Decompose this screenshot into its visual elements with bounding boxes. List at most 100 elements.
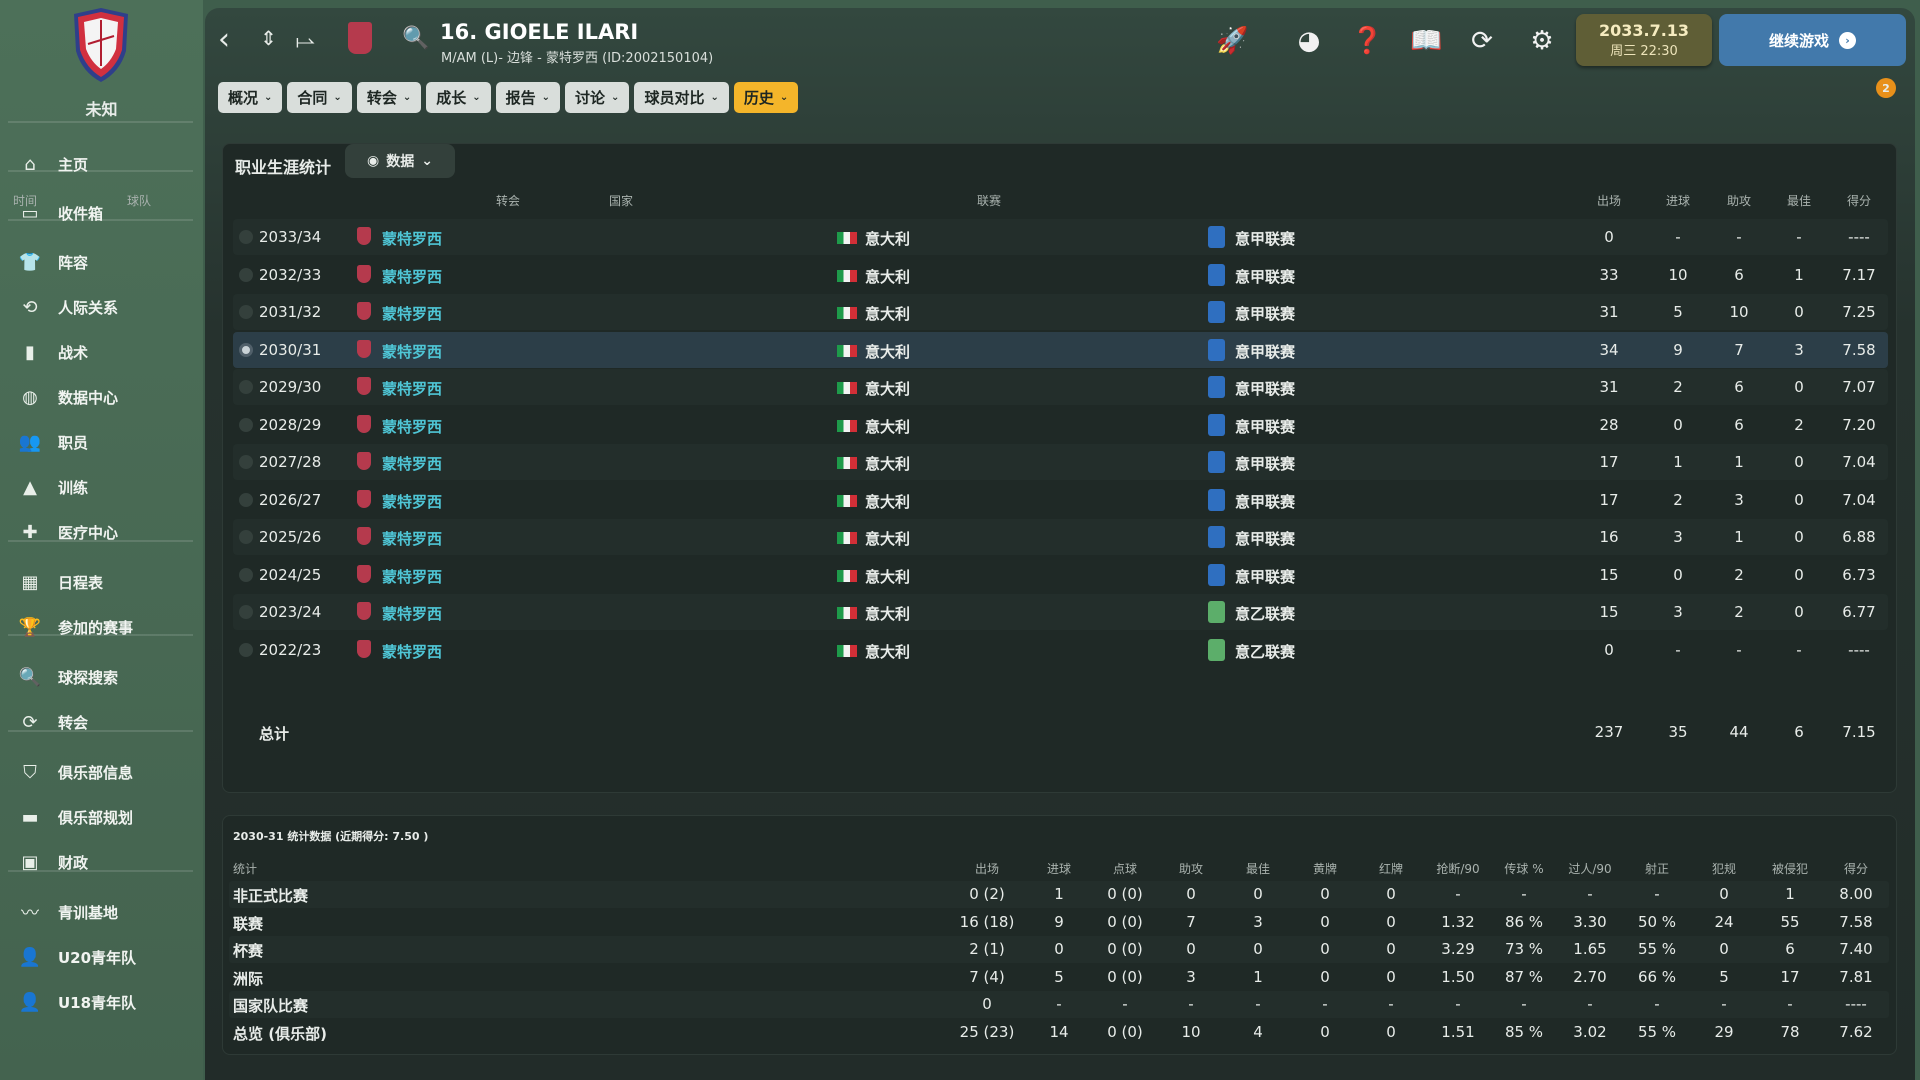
row-radio[interactable] [239,267,253,282]
country-cell[interactable]: 意大利 [865,530,911,548]
column-header[interactable]: 射正 [1644,862,1670,876]
column-header[interactable]: 进球 [1046,862,1072,876]
column-header[interactable]: 被侵犯 [1771,862,1809,876]
country-cell[interactable]: 意大利 [865,642,911,661]
column-header[interactable]: 抢断/90 [1436,862,1480,876]
team-link[interactable]: 蒙特罗西 [382,642,443,661]
league-cell[interactable]: 意甲联赛 [1235,342,1296,361]
table-row[interactable]: 2028/29 蒙特罗西 意大利 意甲联赛 28 0 6 2 7.20 [233,407,1888,443]
league-cell[interactable]: 意甲联赛 [1235,455,1296,473]
table-row[interactable]: 2031/32 蒙特罗西 意大利 意甲联赛 31 5 10 0 7.25 [233,294,1888,330]
column-header[interactable]: 最佳 [1245,862,1271,876]
view-dropdown[interactable]: ◉ 数据 ⌄ [345,144,455,178]
row-radio[interactable] [239,605,253,619]
table-row[interactable]: 2033/34 蒙特罗西 意大利 意甲联赛 0- - - ---- [233,219,1888,255]
league-cell[interactable]: 意甲联赛 [1235,380,1296,398]
search-icon[interactable]: 🔍 [402,26,430,51]
team-link[interactable]: 蒙特罗西 [382,605,443,623]
row-radio[interactable] [239,230,253,244]
tab-2[interactable]: 转会 ⌄ [356,82,422,113]
sidebar-item-7[interactable]: ▲ 训练 [0,467,200,507]
column-header[interactable]: 出场 [974,862,1000,876]
country-cell[interactable]: 意大利 [865,305,911,323]
team-link[interactable]: 蒙特罗西 [382,267,443,286]
table-row[interactable]: 2029/30 蒙特罗西 意大利 意甲联赛 31 2 6 0 7.07 [233,369,1888,405]
up-down-icon[interactable]: ⇕ [260,26,277,50]
row-radio[interactable] [239,530,253,544]
sidebar-item-1[interactable]: ▭ 收件箱 [0,193,200,233]
book-icon[interactable]: 📖 [1410,26,1443,56]
country-cell[interactable]: 意大利 [865,417,911,436]
sidebar-item-14[interactable]: ▬ 俱乐部规划 [0,797,200,837]
table-row[interactable]: 2027/28 蒙特罗西 意大利 意甲联赛 17 1 1 0 7.04 [233,444,1888,480]
sidebar-item-12[interactable]: ⟳ 转会 [0,702,200,742]
column-header[interactable]: 得分 [1846,194,1872,208]
team-link[interactable]: 蒙特罗西 [382,380,443,398]
column-header[interactable]: 助攻 [1178,862,1204,876]
country-cell[interactable]: 意大利 [865,492,911,511]
sidebar-item-8[interactable]: ✚ 医疗中心 [0,512,200,552]
table-row[interactable]: 2030/31 蒙特罗西 意大利 意甲联赛 34 9 7 3 7.58 [233,331,1888,368]
team-link[interactable]: 蒙特罗西 [382,492,443,511]
country-cell[interactable]: 意大利 [865,230,911,248]
help-icon[interactable]: ❓ [1351,26,1384,56]
column-header[interactable]: 黄牌 [1312,862,1338,876]
sidebar-item-0[interactable]: ⌂ 主页 [0,144,200,184]
team-link[interactable]: 蒙特罗西 [382,530,443,548]
sidebar-item-16[interactable]: 〰青训基地 [0,892,200,932]
country-cell[interactable]: 意大利 [865,567,911,586]
tab-6[interactable]: 球员对比 ⌄ [634,82,729,113]
league-cell[interactable]: 意甲联赛 [1235,267,1296,286]
forward-icon[interactable]: ⥛ [296,27,316,55]
row-radio[interactable] [239,492,253,507]
row-radio[interactable] [239,342,253,357]
table-row[interactable]: 2022/23 蒙特罗西 意大利 意乙联赛 0- - - ---- [233,632,1888,668]
country-cell[interactable]: 意大利 [865,342,911,361]
game-date[interactable]: 2033.7.13 周三 22:30 [1576,14,1712,66]
sidebar-item-11[interactable]: 🔍 球探搜索 [0,657,200,697]
table-row[interactable]: 2025/26 蒙特罗西 意大利 意甲联赛 16 3 1 0 6.88 [233,519,1888,555]
sidebar-item-13[interactable]: ⛉ 俱乐部信息 [0,752,200,792]
tab-4[interactable]: 报告 ⌄ [495,82,561,113]
column-header[interactable]: 球队 [127,194,152,208]
row-radio[interactable] [239,380,253,394]
sidebar-item-5[interactable]: ◍ 数据中心 [0,377,200,417]
column-header[interactable]: 过人/90 [1568,862,1612,876]
row-radio[interactable] [239,642,253,657]
sidebar-item-4[interactable]: ▮ 战术 [0,332,200,372]
rocket-icon[interactable]: 🚀 [1216,26,1249,56]
tab-1[interactable]: 合同 ⌄ [287,82,352,113]
settings-icon[interactable]: ⚙ [1530,26,1554,56]
sidebar-item-18[interactable]: 👤 U18青年队 [0,982,200,1022]
continue-button[interactable]: 继续游戏 › [1719,14,1906,66]
notification-badge[interactable]: 2 [1876,78,1896,98]
back-icon[interactable]: ‹ [218,22,230,57]
team-link[interactable]: 蒙特罗西 [382,455,443,473]
row-radio[interactable] [239,455,253,469]
column-header[interactable]: 国家 [609,194,634,208]
column-header[interactable]: 出场 [1596,194,1622,208]
column-header[interactable]: 犯规 [1711,862,1737,876]
column-header[interactable]: 点球 [1112,862,1138,876]
row-radio[interactable] [239,417,253,432]
column-header[interactable]: 传球 % [1504,862,1544,876]
column-header[interactable]: 时间 [13,194,38,208]
column-header[interactable]: 联赛 [977,194,1002,208]
tab-5[interactable]: 讨论 ⌄ [565,82,630,113]
country-cell[interactable]: 意大利 [865,605,911,623]
league-cell[interactable]: 意乙联赛 [1235,642,1296,661]
league-cell[interactable]: 意甲联赛 [1235,230,1296,248]
table-row[interactable]: 2026/27 蒙特罗西 意大利 意甲联赛 17 2 3 0 7.04 [233,482,1888,518]
row-radio[interactable] [239,305,253,319]
table-row[interactable]: 2032/33 蒙特罗西 意大利 意甲联赛 33 10 6 1 7.17 [233,257,1888,293]
sidebar-item-2[interactable]: 👕 阵容 [0,242,200,282]
club-crest-logo[interactable] [70,6,132,84]
sidebar-item-6[interactable]: 👥 职员 [0,422,200,462]
team-link[interactable]: 蒙特罗西 [382,567,443,586]
column-header[interactable]: 助攻 [1726,194,1752,208]
sidebar-item-17[interactable]: 👤 U20青年队 [0,937,200,977]
tab-7[interactable]: 历史 ⌄ [733,82,799,113]
club-shield-icon[interactable] [348,22,372,54]
column-header[interactable]: 转会 [496,194,521,208]
column-header[interactable]: 红牌 [1378,862,1404,876]
